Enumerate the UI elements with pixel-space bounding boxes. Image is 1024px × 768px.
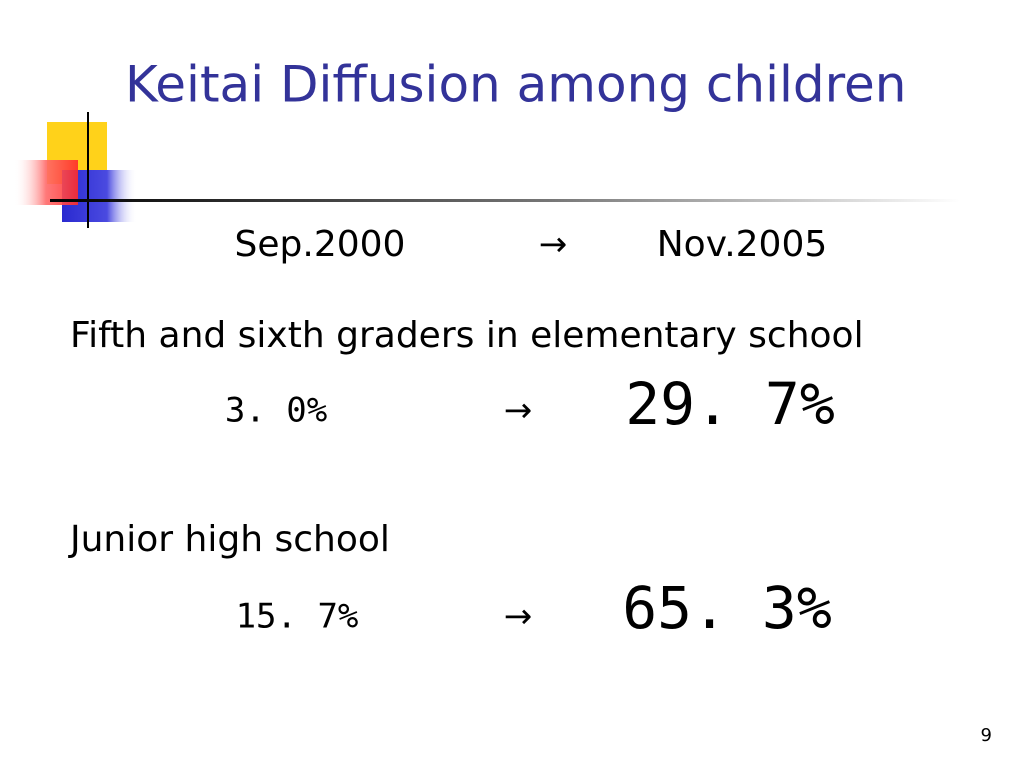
- page-number: 9: [981, 725, 992, 746]
- period-to: Nov.2005: [657, 224, 828, 265]
- decoration: [14, 112, 960, 228]
- row-arrow: →: [504, 391, 533, 431]
- row-arrow: →: [504, 597, 533, 637]
- row-from: 3. 0%: [225, 391, 327, 431]
- red-square: [14, 160, 78, 205]
- period-from: Sep.2000: [235, 224, 406, 265]
- row-label: Junior high school: [68, 519, 390, 560]
- row-to: 29. 7%: [625, 370, 835, 438]
- period-arrow: →: [539, 225, 568, 265]
- horizontal-rule: [50, 199, 960, 202]
- row-label: Fifth and sixth graders in elementary sc…: [70, 315, 864, 356]
- row-from: 15. 7%: [236, 597, 359, 637]
- row-to: 65. 3%: [622, 574, 832, 642]
- slide-title: Keitai Diffusion among children: [125, 56, 907, 114]
